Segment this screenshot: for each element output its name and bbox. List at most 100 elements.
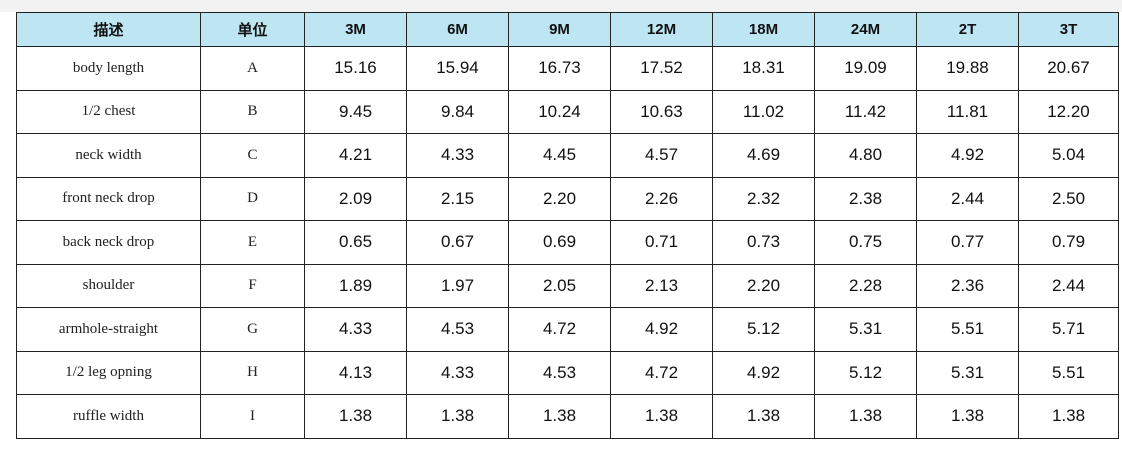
- table-row: ruffle width I 1.38 1.38 1.38 1.38 1.38 1.38 1.3…: [16, 394, 1119, 439]
- value-cell: 4.45: [508, 133, 611, 178]
- header-cell: 9M: [508, 12, 611, 47]
- value-cell: 4.92: [610, 307, 713, 352]
- header-cell: 描述: [16, 12, 201, 47]
- value-cell: 17.52: [610, 46, 713, 91]
- value-cell: 4.80: [814, 133, 917, 178]
- value-cell: 1.38: [304, 394, 407, 439]
- value-cell: 2.44: [916, 176, 1019, 221]
- value-cell: 1.38: [916, 394, 1019, 439]
- value-cell: 5.31: [916, 350, 1019, 395]
- value-cell: 4.72: [610, 350, 713, 395]
- value-cell: 1.38: [406, 394, 509, 439]
- size-table: 描述 单位 3M 6M 9M 12M 18M 24M 2T 3T body length A 15.1…: [16, 12, 1119, 439]
- header-row: 描述 单位 3M 6M 9M 12M 18M 24M 2T 3T: [16, 12, 1119, 47]
- value-cell: 19.09: [814, 46, 917, 91]
- value-cell: 0.67: [406, 220, 509, 265]
- header-cell: 6M: [406, 12, 509, 47]
- header-cell: 12M: [610, 12, 713, 47]
- value-cell: 2.44: [1018, 263, 1119, 308]
- label-cell: 1/2 chest: [16, 89, 201, 134]
- value-cell: 2.09: [304, 176, 407, 221]
- value-cell: 5.12: [712, 307, 815, 352]
- label-cell: A: [200, 46, 305, 91]
- label-cell: D: [200, 176, 305, 221]
- value-cell: 1.89: [304, 263, 407, 308]
- header-cell: 24M: [814, 12, 917, 47]
- table-row: body length A 15.16 15.94 16.73 17.52 18.31 19.…: [16, 46, 1119, 91]
- value-cell: 2.13: [610, 263, 713, 308]
- value-cell: 2.50: [1018, 176, 1119, 221]
- label-cell: front neck drop: [16, 176, 201, 221]
- value-cell: 1.38: [610, 394, 713, 439]
- value-cell: 2.15: [406, 176, 509, 221]
- value-cell: 4.33: [406, 133, 509, 178]
- value-cell: 0.69: [508, 220, 611, 265]
- label-cell: B: [200, 89, 305, 134]
- label-cell: 1/2 leg opning: [16, 350, 201, 395]
- label-cell: C: [200, 133, 305, 178]
- value-cell: 1.38: [1018, 394, 1119, 439]
- value-cell: 0.79: [1018, 220, 1119, 265]
- value-cell: 11.02: [712, 89, 815, 134]
- value-cell: 4.13: [304, 350, 407, 395]
- table-row: armhole-straight G 4.33 4.53 4.72 4.92 5.12 5.3…: [16, 307, 1119, 352]
- value-cell: 2.28: [814, 263, 917, 308]
- value-cell: 0.77: [916, 220, 1019, 265]
- value-cell: 1.97: [406, 263, 509, 308]
- label-cell: I: [200, 394, 305, 439]
- label-cell: H: [200, 350, 305, 395]
- header-cell: 18M: [712, 12, 815, 47]
- value-cell: 4.72: [508, 307, 611, 352]
- value-cell: 5.71: [1018, 307, 1119, 352]
- header-cell: 3M: [304, 12, 407, 47]
- value-cell: 1.38: [712, 394, 815, 439]
- label-cell: shoulder: [16, 263, 201, 308]
- value-cell: 15.94: [406, 46, 509, 91]
- value-cell: 11.81: [916, 89, 1019, 134]
- value-cell: 16.73: [508, 46, 611, 91]
- table-body: body length A 15.16 15.94 16.73 17.52 18.31 19.…: [16, 46, 1119, 439]
- table-row: front neck drop D 2.09 2.15 2.20 2.26 2.32 2.38…: [16, 176, 1119, 221]
- value-cell: 18.31: [712, 46, 815, 91]
- value-cell: 4.53: [406, 307, 509, 352]
- value-cell: 15.16: [304, 46, 407, 91]
- value-cell: 2.26: [610, 176, 713, 221]
- value-cell: 5.51: [1018, 350, 1119, 395]
- table-row: back neck drop E 0.65 0.67 0.69 0.71 0.73 0.75 0…: [16, 220, 1119, 265]
- value-cell: 0.71: [610, 220, 713, 265]
- value-cell: 5.04: [1018, 133, 1119, 178]
- value-cell: 19.88: [916, 46, 1019, 91]
- value-cell: 12.20: [1018, 89, 1119, 134]
- value-cell: 5.51: [916, 307, 1019, 352]
- header-cell: 2T: [916, 12, 1019, 47]
- value-cell: 1.38: [814, 394, 917, 439]
- value-cell: 4.92: [916, 133, 1019, 178]
- label-cell: body length: [16, 46, 201, 91]
- header-cell: 单位: [200, 12, 305, 47]
- value-cell: 2.20: [508, 176, 611, 221]
- value-cell: 2.20: [712, 263, 815, 308]
- value-cell: 4.92: [712, 350, 815, 395]
- value-cell: 0.73: [712, 220, 815, 265]
- value-cell: 0.75: [814, 220, 917, 265]
- value-cell: 2.36: [916, 263, 1019, 308]
- label-cell: ruffle width: [16, 394, 201, 439]
- label-cell: E: [200, 220, 305, 265]
- value-cell: 9.84: [406, 89, 509, 134]
- value-cell: 9.45: [304, 89, 407, 134]
- value-cell: 4.53: [508, 350, 611, 395]
- value-cell: 10.24: [508, 89, 611, 134]
- value-cell: 10.63: [610, 89, 713, 134]
- label-cell: F: [200, 263, 305, 308]
- value-cell: 5.12: [814, 350, 917, 395]
- value-cell: 5.31: [814, 307, 917, 352]
- value-cell: 4.69: [712, 133, 815, 178]
- value-cell: 2.38: [814, 176, 917, 221]
- value-cell: 4.33: [304, 307, 407, 352]
- value-cell: 0.65: [304, 220, 407, 265]
- label-cell: G: [200, 307, 305, 352]
- value-cell: 2.05: [508, 263, 611, 308]
- table-row: neck width C 4.21 4.33 4.45 4.57 4.69 4.80 4.92 5…: [16, 133, 1119, 178]
- value-cell: 4.33: [406, 350, 509, 395]
